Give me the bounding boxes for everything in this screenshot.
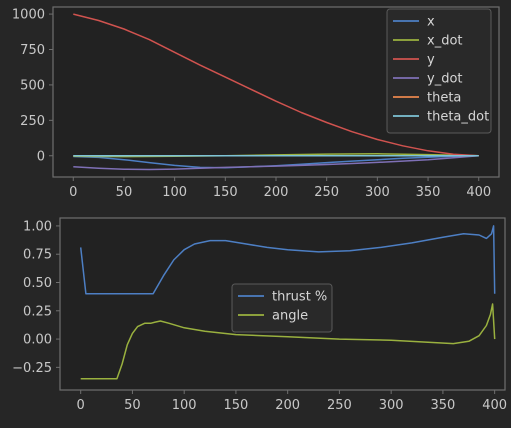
x-tick-label: 200 bbox=[264, 185, 289, 200]
axes-frame bbox=[52, 6, 500, 178]
legend-label: y bbox=[427, 53, 435, 68]
x-tick-label: 100 bbox=[172, 398, 197, 413]
x-tick-label: 250 bbox=[314, 185, 339, 200]
x-tick-label: 150 bbox=[224, 398, 249, 413]
x-tick-label: 150 bbox=[213, 185, 238, 200]
legend-label: x_dot bbox=[427, 34, 463, 49]
x-tick-label: 250 bbox=[327, 398, 352, 413]
x-tick-label: 200 bbox=[275, 398, 300, 413]
y-tick-label: −0.25 bbox=[12, 361, 52, 376]
y-tick-label: 0.50 bbox=[23, 276, 52, 291]
series-line-thrust- bbox=[79, 225, 496, 295]
x-tick-label: 50 bbox=[124, 398, 141, 413]
legend-label: x bbox=[427, 15, 435, 30]
top-chart: 0 250 500 750 1000 0 50 100 150 200 250 300 350 400 xx… bbox=[12, 6, 500, 200]
legend-label: theta_dot bbox=[427, 110, 489, 125]
series-line-y bbox=[73, 13, 479, 157]
y-tick-label: 750 bbox=[20, 43, 45, 58]
y-tick-label: 250 bbox=[20, 114, 45, 129]
legend: thrust % angle bbox=[231, 283, 333, 333]
x-tick-label: 0 bbox=[69, 185, 77, 200]
y-tick-label: 0 bbox=[37, 149, 45, 164]
legend-label: theta bbox=[427, 91, 461, 106]
x-tick-label: 350 bbox=[430, 398, 455, 413]
x-tick-label: 100 bbox=[162, 185, 187, 200]
y-tick-label: 1.00 bbox=[23, 219, 52, 234]
axes-frame bbox=[59, 217, 506, 391]
legend-label: y_dot bbox=[427, 72, 463, 87]
y-tick-label: 1000 bbox=[12, 8, 45, 23]
x-tick-label: 300 bbox=[365, 185, 390, 200]
y-tick-label: 0.75 bbox=[23, 248, 52, 263]
series-line-y-dot bbox=[73, 155, 479, 171]
x-tick-label: 50 bbox=[116, 185, 133, 200]
x-tick-label: 400 bbox=[466, 185, 491, 200]
y-tick-label: 500 bbox=[20, 78, 45, 93]
x-tick-label: 350 bbox=[416, 185, 441, 200]
x-tick-label: 0 bbox=[77, 398, 85, 413]
bottom-chart: −0.25 0.00 0.25 0.50 0.75 1.00 0 50 100 150 200 250… bbox=[12, 217, 507, 413]
legend-label: angle bbox=[272, 309, 308, 324]
y-tick-label: 0.25 bbox=[23, 304, 52, 319]
x-tick-label: 400 bbox=[482, 398, 507, 413]
series-line-angle bbox=[80, 303, 496, 380]
y-tick-label: 0.00 bbox=[23, 333, 52, 348]
x-tick-label: 300 bbox=[379, 398, 404, 413]
legend-label: thrust % bbox=[272, 290, 327, 305]
